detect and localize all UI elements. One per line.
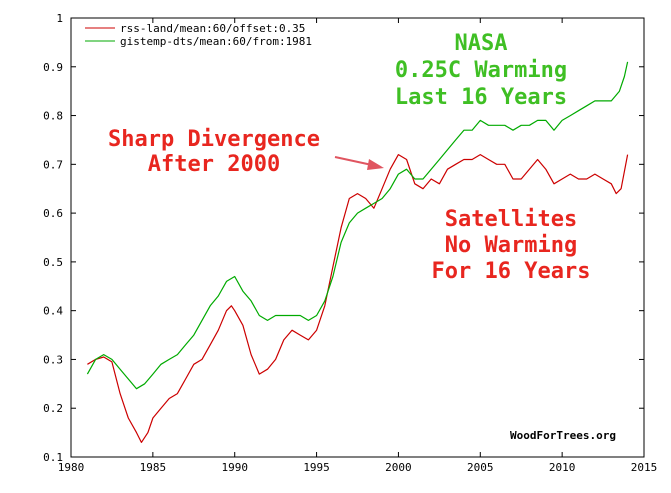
- annotation-divergence-line-2: After 2000: [148, 152, 280, 177]
- annotation-satellites-line-2: No Warming: [445, 233, 577, 258]
- x-tick-label: 1995: [303, 461, 330, 474]
- annotation-nasa-line-2: 0.25C Warming: [395, 58, 567, 83]
- y-tick-label: 0.7: [43, 158, 63, 171]
- y-tick-label: 0.2: [43, 402, 63, 415]
- y-tick-label: 0.9: [43, 61, 63, 74]
- annotation-nasa: NASA 0.25C Warming Last 16 Years: [395, 31, 567, 110]
- x-tick-label: 2000: [385, 461, 412, 474]
- annotation-nasa-line-3: Last 16 Years: [395, 85, 567, 110]
- y-tick-label: 0.5: [43, 256, 63, 269]
- arrow-head: [367, 159, 384, 170]
- x-tick-label: 1985: [140, 461, 167, 474]
- plot-frame: [70, 17, 645, 458]
- x-tick-label: 2010: [549, 461, 576, 474]
- annotation-satellites-line-1: Satellites: [445, 207, 577, 232]
- y-tick-label: 0.3: [43, 353, 63, 366]
- y-tick-label: 0.1: [43, 451, 63, 464]
- annotation-divergence: Sharp Divergence After 2000: [108, 127, 320, 177]
- y-tick-label: 0.4: [43, 305, 63, 318]
- annotation-nasa-line-1: NASA: [455, 31, 508, 56]
- x-tick-label: 2015: [631, 461, 658, 474]
- annotation-satellites-line-3: For 16 Years: [432, 259, 591, 284]
- legend-label-gistemp: gistemp-dts/mean:60/from:1981: [120, 35, 312, 48]
- x-tick-label: 2005: [467, 461, 494, 474]
- y-tick-label: 1: [56, 12, 63, 25]
- series-layer: [86, 61, 629, 443]
- legend-label-rss: rss-land/mean:60/offset:0.35: [120, 22, 305, 35]
- divergence-arrow: [334, 156, 384, 170]
- x-tick-label: 1990: [221, 461, 248, 474]
- legend: rss-land/mean:60/offset:0.35 gistemp-dts…: [85, 22, 312, 48]
- series-line-rss: [87, 154, 629, 443]
- arrow-shaft: [334, 156, 373, 166]
- credit-label: WoodForTrees.org: [510, 429, 616, 442]
- y-tick-label: 0.6: [43, 207, 63, 220]
- axes: 1980 1985 1990 1995 2000 2005 2010 2015 0.1 0.2 0.…: [43, 12, 657, 474]
- x-tick-label: 1980: [58, 461, 85, 474]
- annotation-satellites: Satellites No Warming For 16 Years: [432, 207, 591, 284]
- series-line-gistemp: [86, 61, 629, 390]
- y-tick-label: 0.8: [43, 110, 63, 123]
- annotation-divergence-line-1: Sharp Divergence: [108, 127, 320, 152]
